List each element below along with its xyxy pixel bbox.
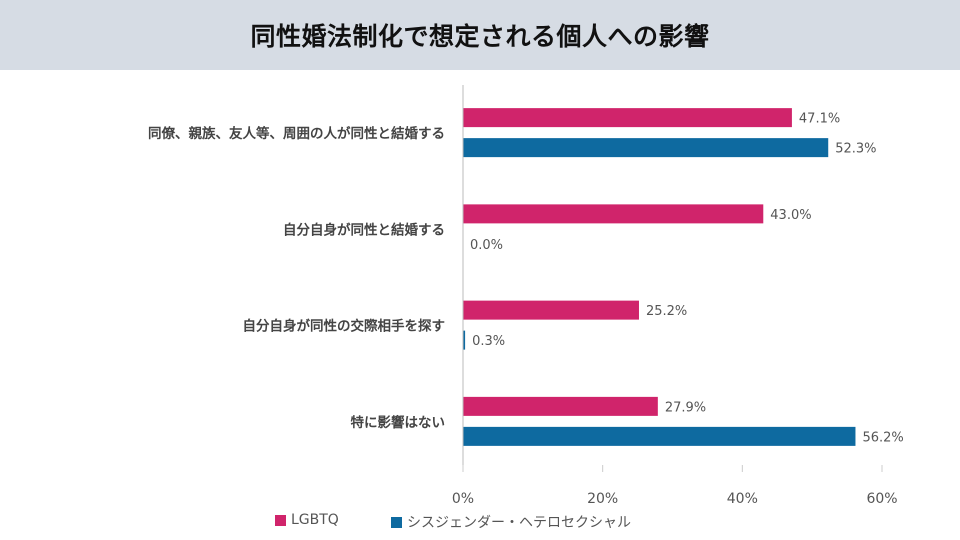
data-label: 27.9% [665, 400, 706, 415]
data-label: 47.1% [799, 112, 840, 127]
data-label: 0.0% [470, 238, 503, 253]
x-tick-label: 20% [587, 491, 618, 507]
legend-swatch-cis-hetero [391, 516, 402, 528]
category-label: 自分自身が同性と結婚する [283, 221, 445, 238]
bar-lgbtq [463, 204, 764, 224]
bar-cis-hetero [463, 426, 856, 446]
legend-item-lgbtq: LGBTQ [275, 512, 339, 528]
x-tick-label: 60% [866, 491, 897, 507]
category-label: 自分自身が同性の交際相手を探す [243, 318, 446, 335]
bar-lgbtq [463, 108, 792, 128]
data-label: 52.3% [835, 142, 876, 157]
bar-lgbtq [463, 300, 639, 320]
data-label: 56.2% [862, 430, 903, 445]
category-label: 特に影響はない [351, 414, 446, 431]
title-bar: 同性婚法制化で想定される個人への影響 [0, 0, 960, 70]
data-label: 43.0% [770, 208, 811, 223]
legend-label: LGBTQ [291, 512, 339, 528]
category-label: 同僚、親族、友人等、周囲の人が同性と結婚する [148, 125, 445, 142]
data-label: 25.2% [646, 304, 687, 319]
legend-label: シスジェンダー・ヘテロセクシャル [407, 515, 631, 531]
bar-cis-hetero [463, 330, 466, 350]
x-tick-label: 0% [452, 491, 474, 507]
x-tick-label: 40% [727, 491, 758, 507]
bar-cis-hetero [463, 138, 829, 158]
chart-title: 同性婚法制化で想定される個人への影響 [250, 22, 710, 51]
data-label: 0.3% [472, 334, 505, 349]
legend-swatch-lgbtq [275, 514, 286, 526]
bar-lgbtq [463, 396, 658, 416]
legend-item-cis-hetero: シスジェンダー・ヘテロセクシャル [391, 512, 631, 532]
